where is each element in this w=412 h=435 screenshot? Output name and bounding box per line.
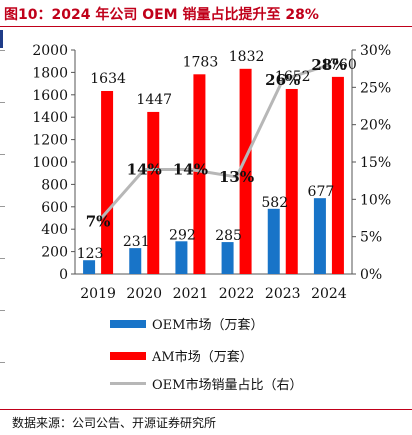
- bar-oem: [175, 241, 188, 274]
- bar-oem: [313, 198, 326, 274]
- bar-am: [147, 111, 160, 274]
- x-tick-label: 2021: [173, 286, 209, 302]
- x-tick-label: 2019: [80, 286, 116, 302]
- data-label-share: 14%: [173, 160, 208, 178]
- y-left-tick-label: 1400: [32, 110, 68, 126]
- left-accent-bar: [0, 30, 3, 48]
- data-label-share: 13%: [219, 168, 254, 186]
- figure-title: 图10：2024 年公司 OEM 销量占比提升至 28%: [4, 7, 319, 23]
- bar-oem: [221, 242, 234, 274]
- bar-oem: [267, 208, 280, 274]
- y-left-tick-label: 1800: [32, 65, 68, 81]
- title-rule: [0, 26, 412, 27]
- source-note: 数据来源：公司公告、开源证券研究所: [12, 416, 217, 430]
- bar-am: [101, 90, 114, 274]
- legend-am: AM市场（万套）: [110, 346, 253, 365]
- data-label-oem: 231: [123, 234, 150, 250]
- y-left-tick-label: 1000: [32, 155, 68, 171]
- y-left-tick-label: 200: [41, 245, 68, 261]
- x-tick-label: 2022: [219, 286, 255, 302]
- y-right-tick-label: 0%: [360, 267, 382, 283]
- bar-am: [285, 88, 298, 274]
- y-right-tick-label: 30%: [360, 43, 391, 59]
- legend-oem-swatch: [110, 319, 146, 328]
- bar-oem: [83, 260, 96, 274]
- data-label-am: 1634: [90, 71, 126, 87]
- data-label-share: 28%: [311, 56, 346, 74]
- data-label-oem: 677: [308, 184, 335, 200]
- y-left-tick-label: 1200: [32, 133, 68, 149]
- margin-ticks: [0, 50, 6, 380]
- data-label-am: 1652: [275, 69, 311, 85]
- data-label-oem: 292: [169, 227, 196, 243]
- data-label-am: 1760: [321, 57, 357, 73]
- chart-plot: 0 200 400 600 800 1000 1200 1400 1600 1800 2000 0% 5…: [32, 43, 391, 302]
- data-label-am: 1783: [183, 54, 219, 70]
- legend-share-label: OEM市场销量占比（右）: [152, 378, 303, 393]
- x-tick-label: 2020: [126, 286, 162, 302]
- y-right-tick-label: 25%: [360, 80, 391, 96]
- y-left-tick-label: 2000: [32, 43, 68, 59]
- data-label-share: 26%: [265, 71, 300, 89]
- y-left-tick-label: 1600: [32, 88, 68, 104]
- y-left-tick-label: 0: [59, 267, 68, 283]
- legend-oem-label: OEM市场（万套）: [152, 318, 264, 333]
- y-right-tick-label: 10%: [360, 192, 391, 208]
- data-label-oem: 582: [261, 195, 288, 211]
- legend-oem: OEM市场（万套）: [110, 314, 263, 333]
- legend-am-swatch: [110, 351, 146, 360]
- y-left-tick-label: 800: [41, 177, 68, 193]
- y-left-tick-label: 400: [41, 222, 68, 238]
- data-label-oem: 285: [215, 228, 242, 244]
- y-right-tick-label: 20%: [360, 118, 391, 134]
- bar-am: [331, 76, 344, 274]
- y-right-tick-label: 15%: [360, 155, 391, 171]
- y-right-tick-label: 5%: [360, 230, 382, 246]
- bar-am: [239, 68, 252, 274]
- data-label-am: 1447: [136, 92, 172, 108]
- legend-am-label: AM市场（万套）: [152, 350, 253, 365]
- y-left-tick-label: 600: [41, 200, 68, 216]
- x-tick-label: 2023: [265, 286, 301, 302]
- legend-share-swatch: [110, 382, 146, 385]
- share-line: [96, 63, 330, 223]
- data-label-share: 7%: [86, 213, 111, 231]
- data-label-share: 14%: [127, 160, 162, 178]
- data-label-am: 1832: [229, 49, 265, 65]
- legend-share: OEM市场销量占比（右）: [110, 374, 302, 393]
- bottom-rule: [0, 409, 412, 410]
- data-label-oem: 123: [77, 246, 104, 262]
- bar-am: [193, 74, 206, 274]
- bar-oem: [129, 248, 142, 274]
- x-tick-label: 2024: [311, 286, 347, 302]
